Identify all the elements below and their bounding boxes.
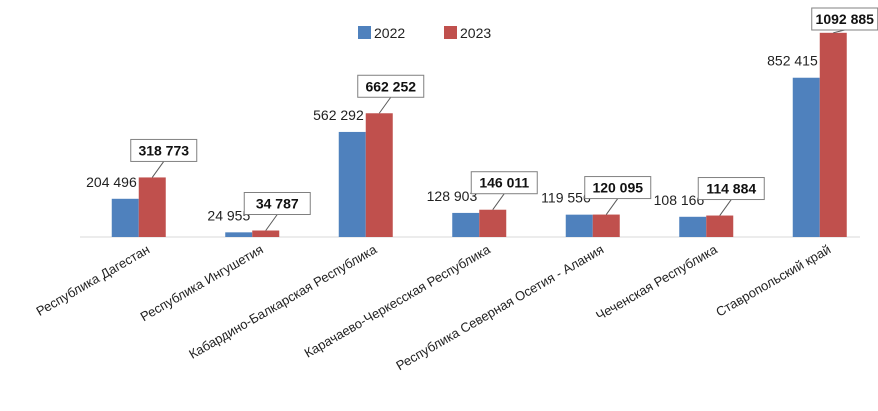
value-label-2023-1: 34 787 (256, 196, 299, 212)
value-label-2022-2: 562 292 (313, 107, 364, 123)
legend-label-2023: 2023 (460, 25, 491, 41)
callout-leader-5 (719, 199, 732, 216)
bar-2023-2 (365, 113, 393, 237)
callout-box-4 (584, 176, 652, 200)
callout-leader-0 (151, 161, 165, 178)
bar-2022-5 (679, 216, 707, 237)
callout-box-3 (470, 171, 538, 195)
value-label-2022-4: 119 556 (541, 190, 591, 206)
legend-swatch-2023 (444, 26, 457, 39)
legend-label-2022: 2022 (374, 25, 405, 41)
callout-leader-2 (378, 96, 392, 114)
category-label-5: Чеченская Республика (593, 241, 720, 323)
bar-2023-3 (479, 209, 507, 237)
value-label-2023-4: 120 095 (592, 180, 643, 196)
category-label-2: Кабардино-Балкарская Республика (186, 241, 380, 362)
value-label-2022-5: 108 166 (654, 192, 705, 208)
value-label-2022-1: 24 955 (207, 207, 250, 223)
bar-2023-6 (819, 32, 847, 237)
callout-leader-3 (492, 193, 505, 211)
bar-2023-1 (252, 230, 280, 237)
callout-leader-1 (265, 214, 278, 231)
bar-2023-5 (706, 215, 734, 237)
legend-swatch-2022 (358, 26, 371, 39)
category-label-6: Ставропольский край (713, 242, 833, 320)
value-label-2023-6: 1092 885 (816, 11, 875, 27)
callout-box-5 (697, 177, 765, 201)
category-label-1: Республика Ингушетия (138, 242, 266, 325)
legend: 2022 2023 (358, 25, 491, 41)
value-label-2023-5: 114 884 (706, 181, 756, 197)
value-label-2022-0: 204 496 (86, 174, 137, 190)
bar-2022-6 (792, 77, 820, 237)
bars-layer (111, 32, 847, 237)
callout-box-0 (130, 138, 198, 162)
value-label-2023-0: 318 773 (138, 142, 189, 158)
bar-2023-0 (138, 177, 166, 237)
callout-box-2 (357, 74, 425, 98)
value-label-2023-3: 146 011 (479, 175, 529, 191)
bar-2023-4 (592, 214, 620, 237)
value-label-2022-3: 128 903 (427, 188, 478, 204)
value-label-2023-2: 662 252 (365, 78, 416, 94)
callout-leader-4 (605, 198, 619, 215)
callout-box-1 (243, 192, 311, 216)
category-label-4: Республика Северная Осетия - Алания (393, 242, 606, 374)
bar-2022-3 (452, 212, 480, 237)
category-label-0: Республика Дагестан (33, 242, 152, 319)
category-label-3: Карачаево-Черкесская Республика (302, 241, 494, 360)
bar-2022-4 (565, 214, 593, 237)
value-label-2022-6: 852 415 (767, 53, 818, 69)
bar-2022-1 (225, 232, 253, 237)
bar-2022-0 (111, 198, 139, 237)
bar-2022-2 (338, 131, 366, 237)
